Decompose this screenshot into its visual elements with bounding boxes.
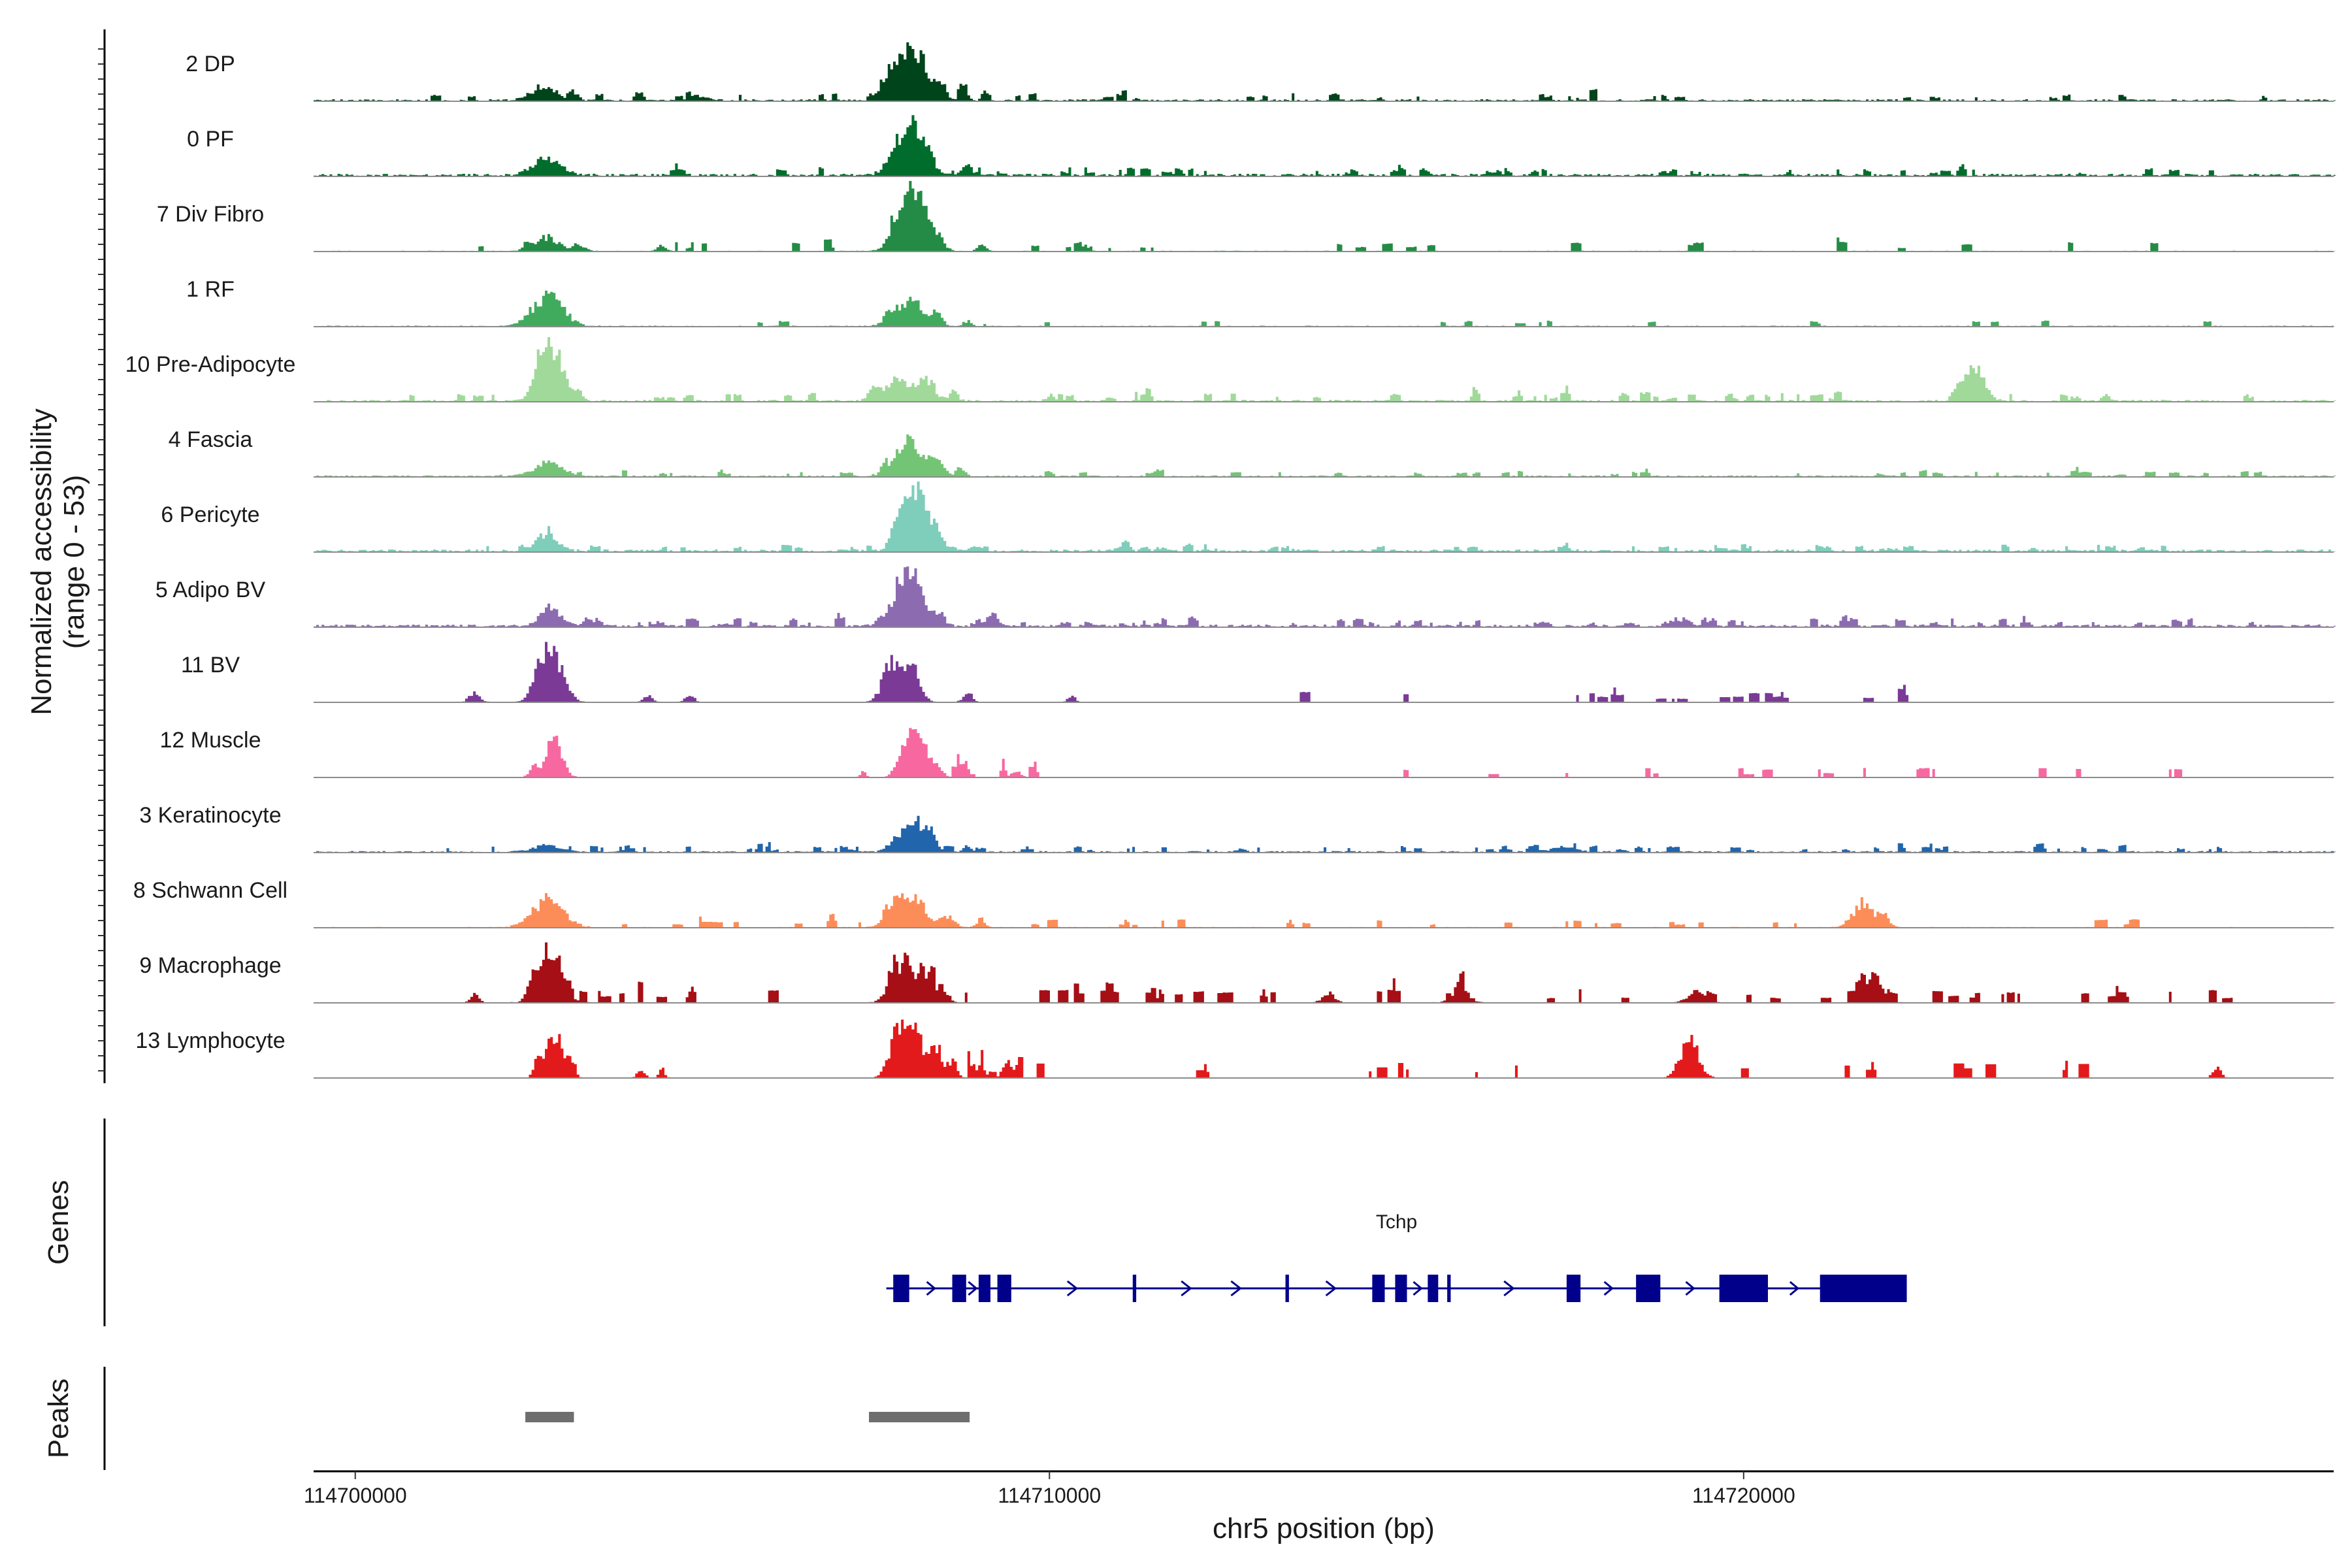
- y-axis-title: Normalized accessibility: [25, 408, 57, 715]
- x-tick-label: 114700000: [304, 1484, 407, 1507]
- track-13-lymphocyte: 13 Lymphocyte: [135, 1019, 2337, 1079]
- coverage-area: [314, 728, 2337, 777]
- coverage-area: [314, 290, 2337, 327]
- track-label: 9 Macrophage: [139, 953, 281, 978]
- track-label: 1 RF: [186, 277, 235, 302]
- track-1-rf: 1 RF: [186, 277, 2337, 327]
- track-3-keratinocyte: 3 Keratinocyte: [139, 803, 2337, 853]
- track-label: 5 Adipo BV: [155, 578, 266, 602]
- strand-arrow-icon: [1503, 1280, 1515, 1297]
- track-8-schwann-cell: 8 Schwann Cell: [133, 878, 2337, 928]
- strand-arrow-icon: [1685, 1281, 1695, 1296]
- coverage-area: [314, 1019, 2337, 1078]
- coverage-area: [314, 566, 2337, 627]
- track-label: 11 BV: [181, 653, 240, 678]
- track-9-macrophage: 9 Macrophage: [139, 942, 2337, 1004]
- y-axis-range-label: (range 0 - 53): [58, 475, 90, 649]
- strand-arrow-icon: [1603, 1281, 1614, 1296]
- strand-arrow-icon: [968, 1281, 978, 1296]
- gene-exon: [1820, 1275, 1907, 1302]
- coverage-area: [314, 642, 2337, 702]
- gene-exon: [1132, 1275, 1137, 1302]
- coverage-area: [314, 42, 2337, 101]
- track-0-pf: 0 PF: [187, 115, 2337, 177]
- genes-track-title: Genes: [42, 1180, 74, 1265]
- coverage-area: [314, 482, 2337, 552]
- strand-arrow-icon: [1066, 1280, 1079, 1297]
- x-tick-label: 114710000: [998, 1484, 1101, 1507]
- gene-exon: [1566, 1275, 1581, 1302]
- gene-exon: [978, 1275, 990, 1302]
- gene-exon: [997, 1275, 1011, 1302]
- gene-exon: [1719, 1275, 1769, 1302]
- track-label: 4 Fascia: [169, 427, 253, 452]
- strand-arrow-icon: [926, 1281, 936, 1296]
- track-2-dp: 2 DP: [186, 42, 2337, 102]
- gene-exon: [952, 1275, 966, 1302]
- x-tick-label: 114720000: [1692, 1484, 1795, 1507]
- gene-exon: [893, 1275, 909, 1302]
- coverage-area: [314, 434, 2337, 477]
- x-axis-title: chr5 position (bp): [1213, 1512, 1435, 1544]
- track-4-fascia: 4 Fascia: [169, 427, 2337, 478]
- track-7-div-fibro: 7 Div Fibro: [157, 181, 2337, 252]
- coverage-area: [314, 942, 2337, 1003]
- coverage-tracks: 2 DP 0 PF 7 Div Fibro 1 RF 10 Pre-Adipocyte 4…: [125, 42, 2337, 1079]
- gene-exon: [1395, 1275, 1407, 1302]
- accessibility-y-axis: [98, 29, 106, 1083]
- track-label: 2 DP: [186, 52, 235, 76]
- strand-arrow-icon: [1181, 1280, 1192, 1297]
- coverage-area: [314, 815, 2337, 853]
- track-12-muscle: 12 Muscle: [160, 728, 2337, 778]
- track-10-pre-adipocyte: 10 Pre-Adipocyte: [125, 337, 2337, 402]
- strand-arrow-icon: [1789, 1281, 1800, 1296]
- strand-arrow-icon: [1230, 1280, 1242, 1297]
- gene-exon: [1636, 1275, 1661, 1302]
- gene-exon: [1447, 1275, 1451, 1302]
- track-label: 3 Keratinocyte: [139, 803, 281, 828]
- track-label: 13 Lymphocyte: [135, 1028, 285, 1053]
- coverage-area: [314, 893, 2337, 928]
- coverage-area: [314, 181, 2337, 252]
- gene-exon: [1428, 1275, 1439, 1302]
- peak-region-bar: [869, 1412, 970, 1422]
- track-label: 12 Muscle: [160, 728, 261, 753]
- track-label: 10 Pre-Adipocyte: [125, 352, 296, 377]
- track-5-adipo-bv: 5 Adipo BV: [155, 566, 2337, 628]
- peak-region-track: [525, 1412, 970, 1422]
- track-label: 8 Schwann Cell: [133, 878, 287, 903]
- track-6-pericyte: 6 Pericyte: [161, 482, 2337, 553]
- genomic-position-x-axis: 114700000 114710000 114720000: [304, 1470, 2334, 1507]
- gene-exon: [1372, 1275, 1385, 1302]
- gene-name-label: Tchp: [1376, 1211, 1417, 1233]
- track-label: 0 PF: [187, 127, 234, 152]
- gene-tchp: Tchp: [886, 1211, 1907, 1302]
- strand-arrow-icon: [1413, 1281, 1423, 1296]
- peaks-track-title: Peaks: [42, 1379, 74, 1458]
- gene-annotation-track: Tchp: [886, 1211, 1907, 1302]
- peak-region-bar: [525, 1412, 574, 1422]
- track-label: 7 Div Fibro: [157, 202, 264, 227]
- track-label: 6 Pericyte: [161, 502, 259, 527]
- strand-arrow-icon: [1325, 1280, 1337, 1297]
- track-11-bv: 11 BV: [181, 642, 2337, 703]
- coverage-area: [314, 337, 2337, 402]
- coverage-area: [314, 115, 2337, 176]
- gene-exon: [1285, 1275, 1289, 1302]
